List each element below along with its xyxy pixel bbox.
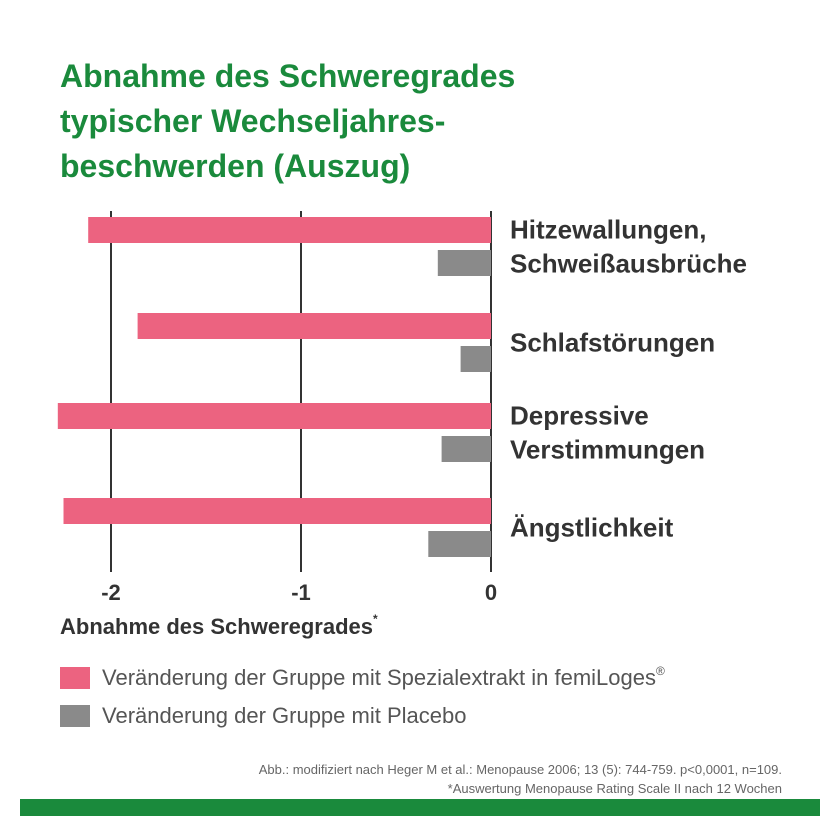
bar-extract	[63, 498, 491, 524]
source-line: *Auswertung Menopause Rating Scale II na…	[447, 781, 782, 796]
source-line: Abb.: modifiziert nach Heger M et al.: M…	[258, 762, 782, 777]
legend-swatch-extract	[60, 667, 90, 689]
bar-placebo	[441, 436, 491, 462]
legend-label-text: Veränderung der Gruppe mit Spezialextrak…	[102, 665, 656, 690]
registered-mark: ®	[655, 664, 665, 678]
bar-placebo	[428, 531, 491, 557]
legend-label-text: Veränderung der Gruppe mit Placebo	[102, 703, 467, 728]
bar-extract	[88, 217, 491, 243]
legend-label: Veränderung der Gruppe mit Spezialextrak…	[102, 664, 665, 691]
tick-label: -2	[101, 580, 121, 605]
chart-title-line: beschwerden (Auszug)	[60, 148, 411, 184]
legend-label: Veränderung der Gruppe mit Placebo	[102, 703, 466, 729]
legend-swatch-placebo	[60, 705, 90, 727]
x-axis-title-text: Abnahme des Schweregrades	[60, 614, 374, 639]
legend-item-placebo: Veränderung der Gruppe mit Placebo	[60, 701, 466, 731]
category-label: Depressive Verstimmungen	[510, 401, 705, 465]
bottom-bar	[20, 799, 820, 816]
tick-label: 0	[485, 580, 497, 605]
x-axis-title: Abnahme des Schweregrades*	[60, 612, 378, 640]
bar-extract	[137, 313, 491, 339]
footnote-mark: *	[373, 612, 378, 626]
bar-chart: Hitzewallungen, Schweißausbrüche Schlafstö…	[57, 211, 747, 605]
category-label: Schlafstörungen	[510, 328, 715, 358]
source-note: Abb.: modifiziert nach Heger M et al.: M…	[259, 760, 782, 798]
bar-placebo	[460, 346, 491, 372]
category-label: Hitzewallungen, Schweißausbrüche	[510, 215, 747, 279]
category-label: Ängstlichkeit	[510, 513, 674, 543]
chart-title-line: typischer Wechseljahres-	[60, 103, 446, 139]
bar-placebo	[437, 250, 491, 276]
bar-extract	[57, 403, 492, 429]
tick-label: -1	[291, 580, 311, 605]
chart-title-line: Abnahme des Schweregrades	[60, 58, 516, 94]
legend-item-extract: Veränderung der Gruppe mit Spezialextrak…	[60, 663, 665, 693]
chart-title: Abnahme des Schweregrades typischer Wech…	[60, 54, 760, 189]
